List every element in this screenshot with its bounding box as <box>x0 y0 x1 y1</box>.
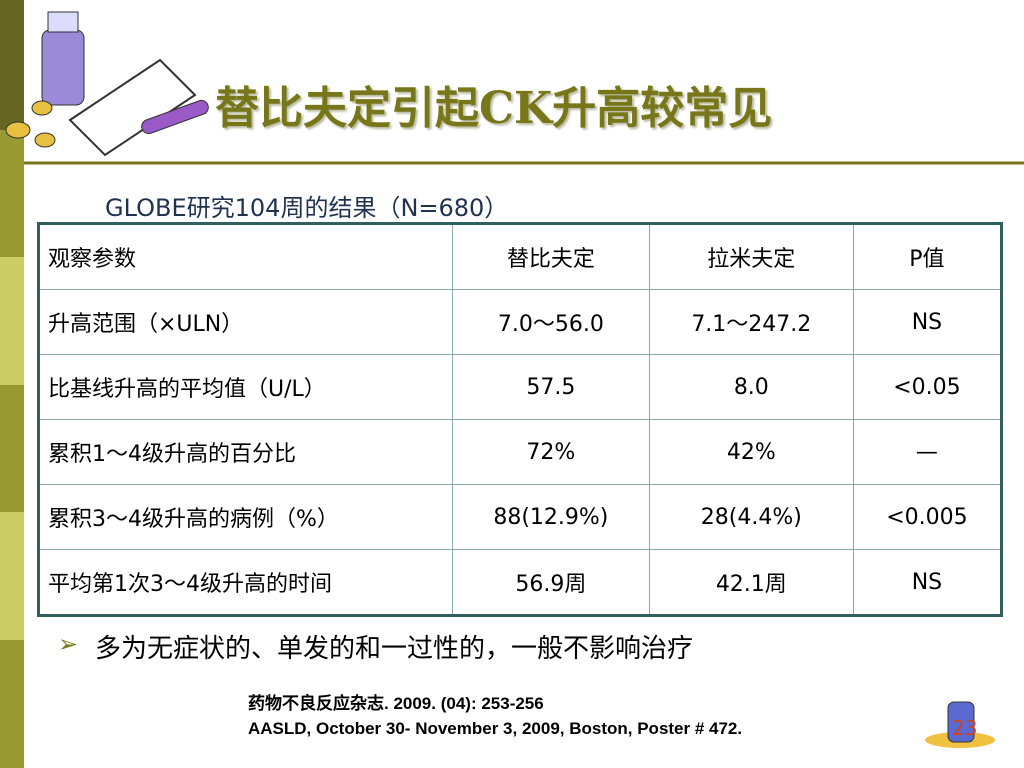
table-cell: 28(4.4%) <box>648 484 854 550</box>
table-cell: NS <box>852 549 1003 616</box>
table-cell: 观察参数 <box>38 223 453 290</box>
table-cell: 8.0 <box>648 354 854 420</box>
table-row: 比基线升高的平均值（U/L） 57.5 8.0 <0.05 <box>38 354 1003 420</box>
table-row: 升高范围（×ULN） 7.0～56.0 7.1～247.2 NS <box>38 289 1003 355</box>
page-number: 23 <box>952 716 978 740</box>
subtitle: GLOBE研究104周的结果（N=680） <box>105 194 509 222</box>
table-cell: 42% <box>648 419 854 485</box>
table-cell: 升高范围（×ULN） <box>38 289 453 355</box>
table-row: 平均第1次3～4级升高的时间 56.9周 42.1周 NS <box>38 549 1003 616</box>
bullet-marker: ➢ <box>58 630 79 658</box>
table-cell: 比基线升高的平均值（U/L） <box>38 354 453 420</box>
table-cell: — <box>852 419 1003 485</box>
table-cell: 42.1周 <box>648 549 854 616</box>
bullet: 多为无症状的、单发的和一过性的，一般不影响治疗 <box>95 634 694 664</box>
table-row: 累积3～4级升高的病例（%） 88(12.9%) 28(4.4%) <0.005 <box>38 484 1003 550</box>
table-cell: NS <box>852 289 1003 355</box>
table-row: 累积1～4级升高的百分比 72% 42% — <box>38 419 1003 485</box>
table-cell: <0.005 <box>852 484 1003 550</box>
table-cell: 56.9周 <box>452 549 650 616</box>
reference: AASLD, October 30- November 3, 2009, Bos… <box>248 719 743 738</box>
table-cell: 57.5 <box>452 354 650 420</box>
table-cell: 72% <box>452 419 650 485</box>
reference: 药物不良反应杂志. 2009. (04): 253-256 <box>248 694 544 713</box>
table-cell: 88(12.9%) <box>452 484 650 550</box>
table-row: 观察参数 替比夫定 拉米夫定 P值 <box>38 223 1003 290</box>
title: 替比夫定引起CK升高较常见 <box>215 83 773 134</box>
table-cell: 累积3～4级升高的病例（%） <box>38 484 453 550</box>
table: 观察参数 替比夫定 拉米夫定 P值 升高范围（×ULN） 7.0～56.0 7.1～247.… <box>37 222 1003 617</box>
table-cell: 7.1～247.2 <box>648 289 854 355</box>
table-cell: 拉米夫定 <box>648 223 854 290</box>
table-cell: 平均第1次3～4级升高的时间 <box>38 549 453 616</box>
table-cell: <0.05 <box>852 354 1003 420</box>
table-cell: 替比夫定 <box>452 223 650 290</box>
table-cell: 累积1～4级升高的百分比 <box>38 419 453 485</box>
table-cell: P值 <box>852 223 1003 290</box>
table-cell: 7.0～56.0 <box>452 289 650 355</box>
